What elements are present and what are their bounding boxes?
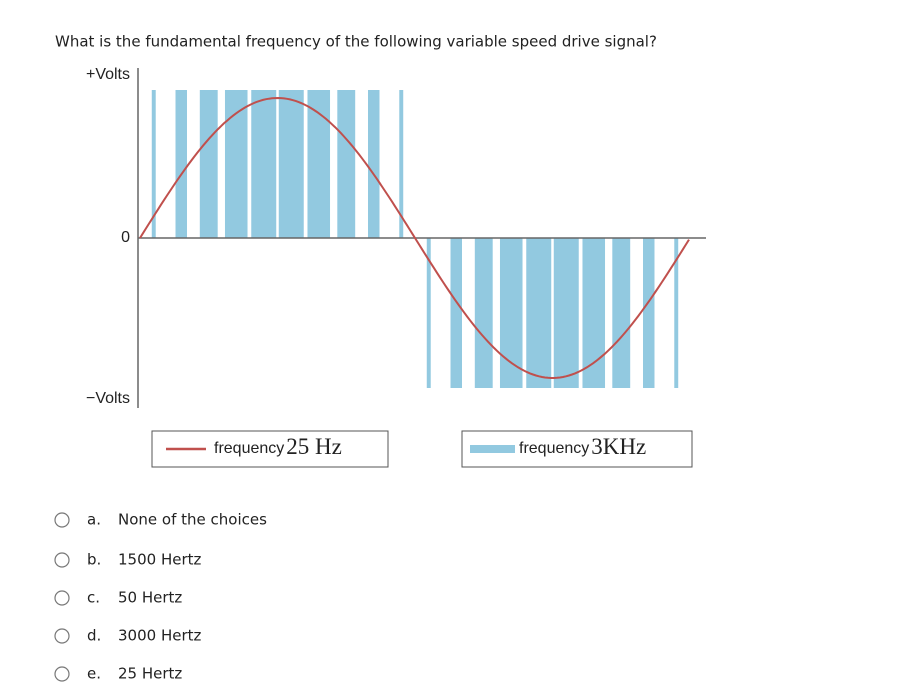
option-text: 25 Hertz: [118, 665, 182, 683]
option-letter: a.: [87, 511, 101, 529]
option-letter: e.: [87, 665, 101, 683]
pwm-pulse: [399, 90, 404, 238]
pwm-pulse: [224, 90, 248, 238]
pwm-pulse: [199, 90, 218, 238]
legend-value: 25 Hz: [286, 434, 342, 459]
legend-label: frequency: [214, 440, 284, 457]
option-text: 1500 Hertz: [118, 551, 201, 569]
pwm-pulse: [474, 238, 493, 388]
legend-swatch: [470, 445, 515, 453]
radio-button[interactable]: [54, 666, 70, 682]
legend-text: frequency3KHz: [519, 434, 646, 459]
pwm-pulse: [526, 238, 552, 388]
legend-label: frequency: [519, 440, 589, 457]
pwm-pulse: [426, 238, 431, 388]
radio-button[interactable]: [54, 590, 70, 606]
option[interactable]: d. 3000 Hertz: [54, 627, 201, 645]
pwm-pulse: [553, 238, 579, 388]
option[interactable]: a. None of the choices: [54, 511, 267, 529]
pwm-figure: +Volts 0 −Volts: [86, 66, 706, 408]
pwm-pulse: [582, 238, 606, 388]
pwm-pulse: [175, 90, 187, 238]
legend-text: frequency25 Hz: [214, 434, 342, 459]
plus-volts-label: +Volts: [86, 66, 130, 83]
legend-25hz: frequency25 Hz: [151, 430, 389, 468]
option[interactable]: c. 50 Hertz: [54, 589, 182, 607]
legend-3khz: frequency3KHz: [461, 430, 693, 468]
legend-box: [461, 430, 693, 468]
pwm-pulse: [337, 90, 356, 238]
pwm-pulse: [251, 90, 277, 238]
pwm-pulse: [368, 90, 380, 238]
zero-label: 0: [121, 229, 130, 246]
question: What is the fundamental frequency of the…: [55, 33, 657, 51]
pwm-pulse: [499, 238, 523, 388]
option[interactable]: e. 25 Hertz: [54, 665, 182, 683]
pwm-pulse: [307, 90, 331, 238]
radio-button[interactable]: [54, 628, 70, 644]
option-letter: d.: [87, 627, 101, 645]
legend-box: [151, 430, 389, 468]
radio-button[interactable]: [54, 512, 70, 528]
option[interactable]: b. 1500 Hertz: [54, 551, 201, 569]
option-letter: b.: [87, 551, 101, 569]
pwm-pulse: [151, 90, 156, 238]
options: a. None of the choices b. 1500 Hertz c. 50 He…: [54, 511, 267, 683]
pwm-pulse: [643, 238, 655, 388]
option-letter: c.: [87, 589, 100, 607]
option-text: None of the choices: [118, 511, 267, 529]
pwm-pulse: [450, 238, 462, 388]
pwm-pulse: [278, 90, 304, 238]
minus-volts-label: −Volts: [86, 390, 130, 407]
option-text: 50 Hertz: [118, 589, 182, 607]
pwm-pulse: [612, 238, 631, 388]
option-text: 3000 Hertz: [118, 627, 201, 645]
sine-wave: [139, 96, 690, 379]
radio-button[interactable]: [54, 552, 70, 568]
pwm-pulse: [674, 238, 679, 388]
legend-value: 3KHz: [591, 434, 646, 459]
